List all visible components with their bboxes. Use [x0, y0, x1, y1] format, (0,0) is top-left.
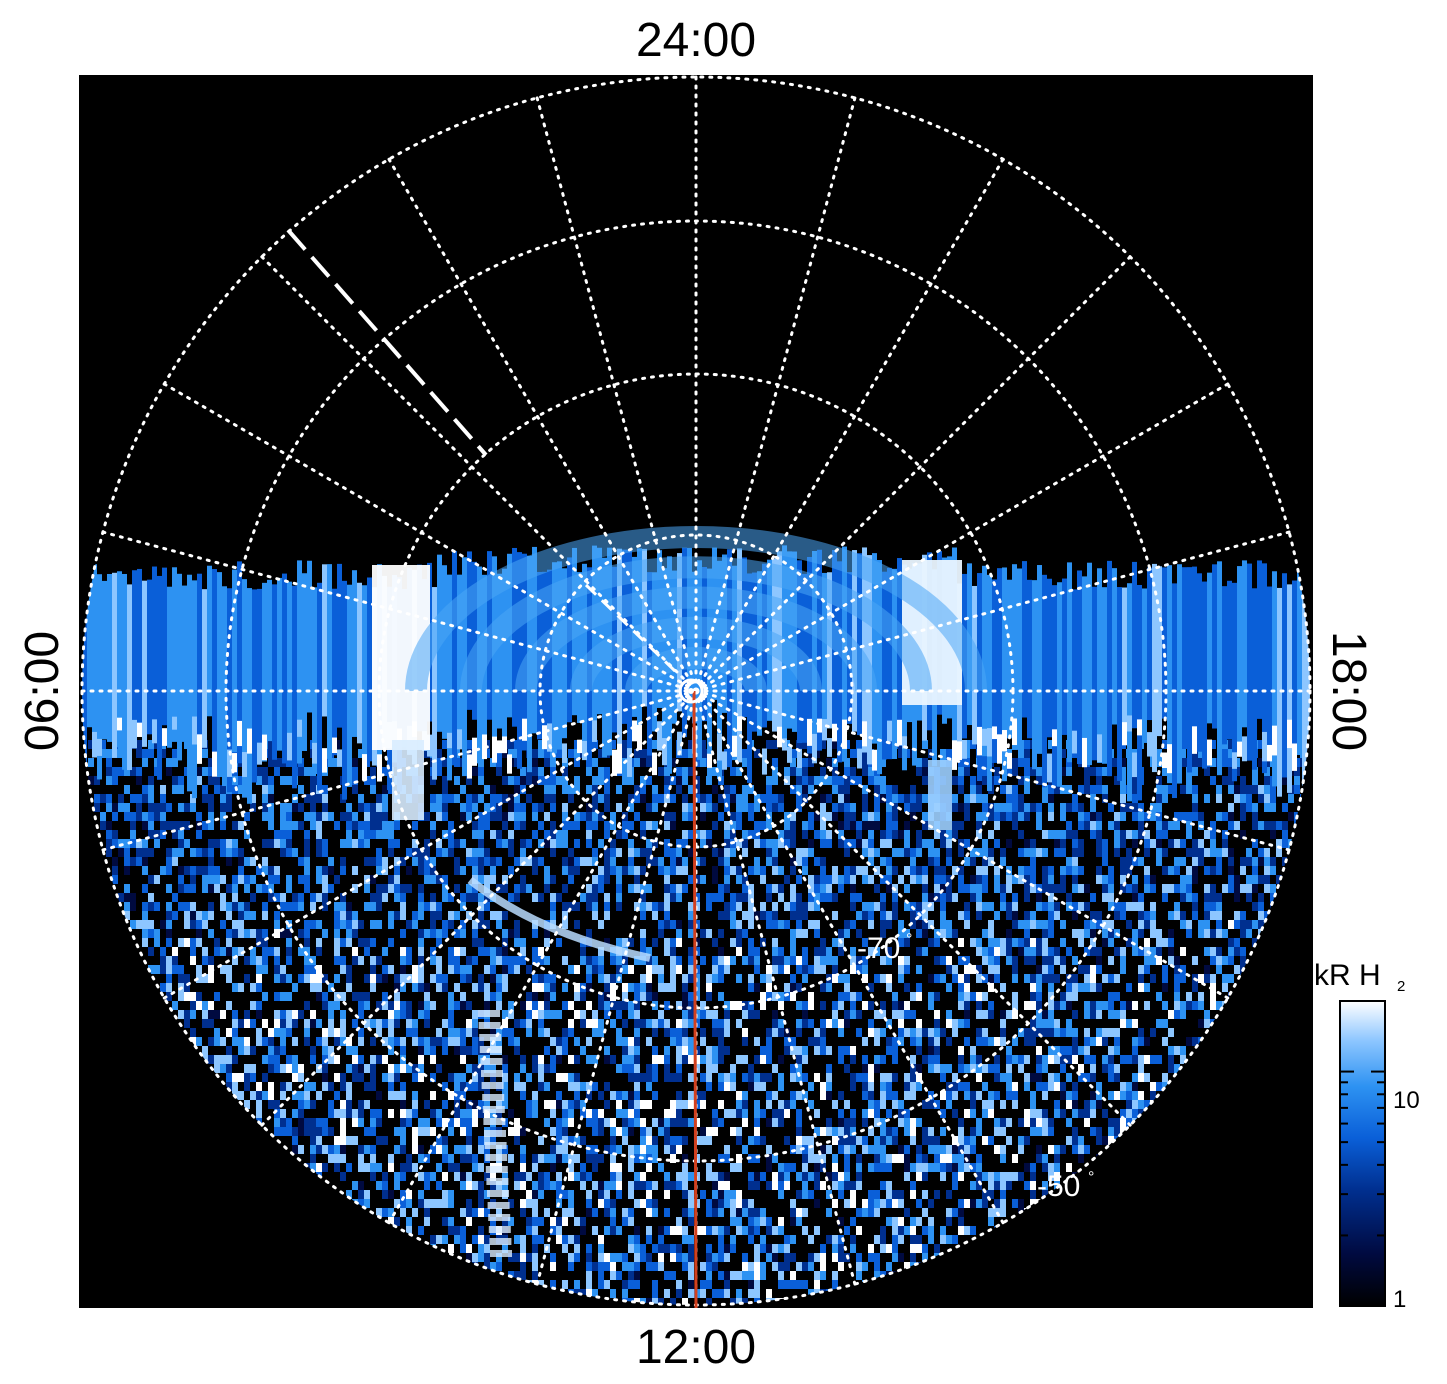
meridian-line — [694, 96, 857, 693]
emission-layer — [82, 526, 1310, 1305]
colorbar-tick-label-10: 10 — [1393, 1087, 1420, 1114]
meridian-line — [387, 689, 698, 1225]
meridian-line — [694, 689, 857, 1286]
meridian-line — [260, 689, 698, 1127]
lt-label-bottom: 12:00 — [636, 1321, 756, 1374]
meridian-line — [162, 382, 698, 693]
pole-marker — [678, 678, 704, 704]
colorbar-title: kR H — [1314, 959, 1381, 992]
lat-label-50-group: -50 ° — [1037, 1169, 1094, 1203]
meridian-line — [694, 382, 1230, 693]
colorbar: kR H 2 10 1 — [1314, 959, 1420, 1313]
meridian-line — [535, 689, 698, 1286]
lat-degree-50: ° — [1088, 1169, 1094, 1186]
lt-label-left: 06:00 — [16, 631, 69, 751]
meridian-line — [162, 689, 698, 1000]
noon-meridian-line — [692, 690, 698, 1309]
lat-label-50: -50 — [1037, 1170, 1080, 1203]
emission-arc-trail — [467, 876, 651, 1257]
lat-label-70: -70 — [857, 932, 900, 965]
colorbar-gradient — [1339, 1000, 1386, 1307]
meridian-line — [535, 96, 698, 693]
lt-label-top: 24:00 — [636, 14, 756, 67]
colorbar-title-subscript: 2 — [1397, 978, 1405, 995]
meridian-line — [694, 689, 1005, 1225]
meridian-line — [387, 157, 698, 693]
colorbar-ticks — [1340, 1000, 1385, 1307]
dashed-track-line — [286, 228, 488, 457]
lat-degree-70: ° — [906, 931, 912, 948]
meridian-line — [694, 689, 1230, 1000]
lat-label-70-group: -70 ° — [857, 931, 912, 965]
meridian-line — [694, 689, 1132, 1127]
meridian-line — [260, 255, 698, 693]
meridian-line — [101, 689, 698, 852]
lt-label-right: 18:00 — [1322, 631, 1375, 751]
colorbar-tick-label-1: 1 — [1393, 1286, 1406, 1313]
meridian-line — [694, 157, 1005, 693]
meridian-line — [694, 530, 1291, 693]
pole-marker-center — [688, 688, 694, 694]
meridian-line — [694, 689, 1291, 852]
meridian-line — [694, 255, 1132, 693]
meridian-line — [101, 530, 698, 693]
